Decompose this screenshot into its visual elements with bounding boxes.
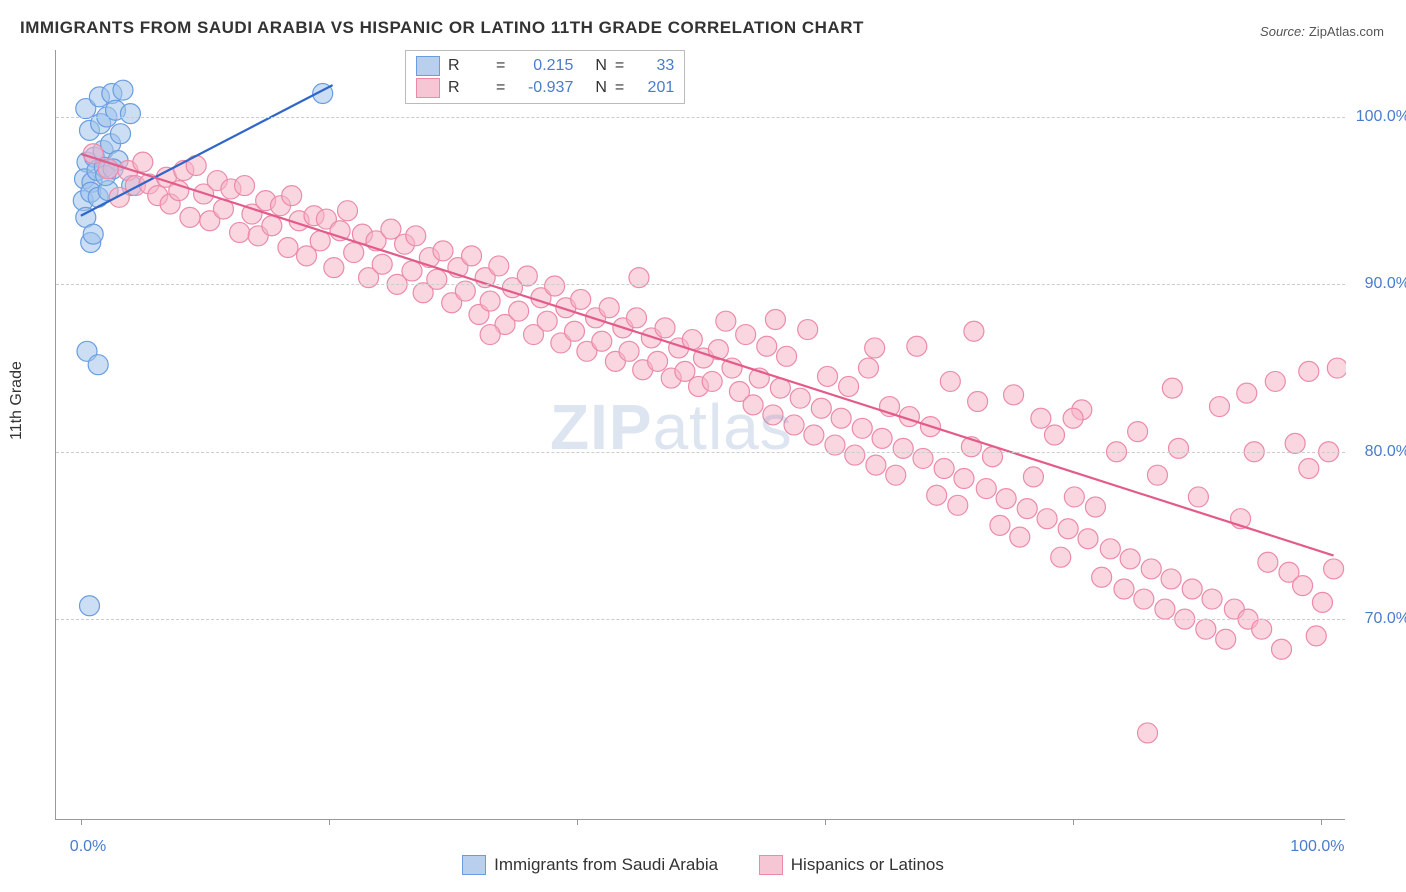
y-tick-label: 100.0% — [1350, 108, 1406, 126]
watermark-rest: atlas — [653, 391, 793, 463]
y-tick-label: 80.0% — [1350, 443, 1406, 461]
swatch-series-1 — [462, 855, 486, 875]
watermark-bold: ZIP — [550, 391, 653, 463]
legend-row-2: R = -0.937 N = 201 — [416, 77, 674, 99]
legend-item-1: Immigrants from Saudi Arabia — [462, 855, 718, 875]
n-value-2: 201 — [632, 77, 674, 99]
y-tick-label: 70.0% — [1350, 610, 1406, 628]
y-axis-label: 11th Grade — [8, 361, 26, 440]
legend-series: Immigrants from Saudi Arabia Hispanics o… — [0, 855, 1406, 880]
watermark: ZIPatlas — [550, 390, 793, 464]
y-tick-label: 90.0% — [1350, 275, 1406, 293]
r-label: R — [448, 55, 488, 77]
eq-sign: = — [615, 55, 624, 77]
r-label: R — [448, 77, 488, 99]
chart-title: IMMIGRANTS FROM SAUDI ARABIA VS HISPANIC… — [20, 18, 864, 38]
r-value-2: -0.937 — [513, 77, 573, 99]
r-value-1: 0.215 — [513, 55, 573, 77]
legend-row-1: R = 0.215 N = 33 — [416, 55, 674, 77]
x-tick-max: 100.0% — [1290, 838, 1344, 856]
x-tick-min: 0.0% — [70, 838, 106, 856]
legend-item-2: Hispanics or Latinos — [759, 855, 944, 875]
swatch-series-1 — [416, 56, 440, 76]
source-attribution: Source: ZipAtlas.com — [1260, 24, 1384, 39]
n-value-1: 33 — [632, 55, 674, 77]
eq-sign: = — [615, 77, 624, 99]
n-label: N — [595, 55, 607, 77]
swatch-series-2 — [759, 855, 783, 875]
legend-correlation: R = 0.215 N = 33 R = -0.937 N = 201 — [405, 50, 685, 104]
source-label: Source: — [1260, 24, 1305, 39]
source-value: ZipAtlas.com — [1309, 24, 1384, 39]
legend-label-1: Immigrants from Saudi Arabia — [494, 855, 718, 875]
eq-sign: = — [496, 55, 505, 77]
n-label: N — [595, 77, 607, 99]
legend-label-2: Hispanics or Latinos — [791, 855, 944, 875]
eq-sign: = — [496, 77, 505, 99]
swatch-series-2 — [416, 78, 440, 98]
